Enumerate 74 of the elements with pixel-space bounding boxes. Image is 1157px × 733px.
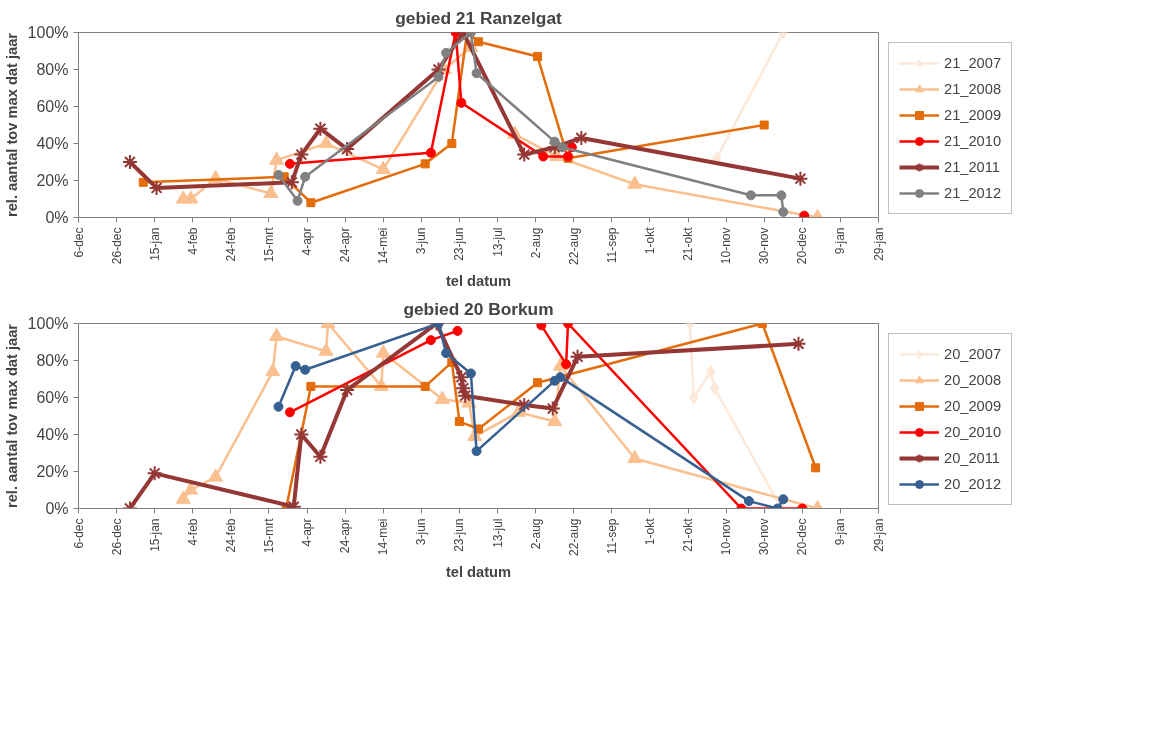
x-tick-label: 24-feb bbox=[223, 227, 238, 262]
x-tick-label: 1-okt bbox=[642, 517, 657, 546]
y-axis-title: rel. aantal tov max dat jaar bbox=[3, 323, 20, 509]
y-tick-label: 60% bbox=[36, 389, 69, 406]
x-tick-label: 13-jul bbox=[490, 227, 505, 257]
x-tick-label: 26-dec bbox=[109, 518, 124, 556]
chart-title: gebied 21 Ranzelgat bbox=[395, 7, 563, 28]
y-tick-label: 0% bbox=[45, 500, 69, 517]
x-tick-label: 3-jun bbox=[414, 518, 429, 546]
y-tick-label: 20% bbox=[36, 463, 69, 480]
x-tick-label: 11-sep bbox=[604, 227, 619, 264]
x-tick-label: 4-apr bbox=[300, 227, 315, 256]
x-tick-label: 23-jun bbox=[452, 227, 467, 261]
x-tick-label: 10-nov bbox=[719, 227, 734, 265]
x-tick-label: 15-jan bbox=[147, 227, 162, 261]
chart-title: gebied 20 Borkum bbox=[403, 298, 554, 319]
legend-label: 21_2009 bbox=[944, 107, 1002, 123]
y-tick-label: 0% bbox=[45, 209, 69, 226]
legend-label: 21_2010 bbox=[944, 133, 1002, 149]
y-tick-label: 100% bbox=[27, 24, 69, 41]
x-tick-label: 22-aug bbox=[566, 227, 581, 265]
legend-label: 20_2012 bbox=[944, 476, 1002, 492]
x-tick-label: 20-dec bbox=[795, 227, 810, 265]
x-tick-label: 24-feb bbox=[223, 518, 238, 553]
x-tick-label: 6-dec bbox=[71, 227, 86, 258]
x-tick-label: 30-nov bbox=[757, 227, 772, 265]
x-tick-label: 20-dec bbox=[795, 518, 810, 556]
x-tick-label: 11-sep bbox=[604, 518, 619, 555]
y-tick-label: 80% bbox=[36, 352, 69, 369]
x-axis-title: tel datum bbox=[445, 563, 512, 580]
x-axis-title: tel datum bbox=[445, 272, 512, 289]
x-tick-label: 15-jan bbox=[147, 518, 162, 552]
x-tick-label: 13-jul bbox=[490, 518, 505, 548]
x-tick-label: 29-jan bbox=[871, 227, 886, 261]
x-tick-label: 10-nov bbox=[719, 518, 734, 556]
x-tick-label: 15-mrt bbox=[261, 226, 276, 263]
y-tick-label: 80% bbox=[36, 61, 69, 78]
y-tick-label: 60% bbox=[36, 98, 69, 115]
legend-label: 20_2009 bbox=[944, 398, 1002, 414]
x-tick-label: 29-jan bbox=[871, 518, 886, 552]
legend-label: 20_2011 bbox=[944, 450, 1000, 466]
x-tick-label: 6-dec bbox=[71, 518, 86, 549]
x-tick-label: 21-okt bbox=[681, 226, 696, 261]
x-tick-label: 23-jun bbox=[452, 518, 467, 552]
x-tick-label: 9-jan bbox=[833, 227, 848, 255]
legend-label: 21_2007 bbox=[944, 55, 1002, 71]
legend-label: 20_2007 bbox=[944, 346, 1002, 362]
x-tick-label: 2-aug bbox=[528, 518, 543, 550]
legend-label: 20_2008 bbox=[944, 372, 1002, 388]
y-axis-title: rel. aantal tov max dat jaar bbox=[3, 32, 20, 218]
x-tick-label: 4-apr bbox=[300, 518, 315, 547]
x-tick-label: 3-jun bbox=[414, 227, 429, 255]
y-tick-label: 20% bbox=[36, 172, 69, 189]
x-tick-label: 14-mei bbox=[376, 518, 391, 556]
legend-label: 21_2012 bbox=[944, 185, 1002, 201]
x-tick-label: 2-aug bbox=[528, 227, 543, 259]
x-tick-label: 24-apr bbox=[338, 227, 353, 263]
x-tick-label: 24-apr bbox=[338, 518, 353, 554]
y-tick-label: 40% bbox=[36, 135, 69, 152]
x-tick-label: 26-dec bbox=[109, 227, 124, 265]
x-tick-label: 22-aug bbox=[566, 518, 581, 556]
x-tick-label: 1-okt bbox=[642, 226, 657, 255]
y-tick-label: 40% bbox=[36, 426, 69, 443]
legend-label: 21_2011 bbox=[944, 159, 1000, 175]
x-tick-label: 21-okt bbox=[681, 517, 696, 552]
x-tick-label: 14-mei bbox=[376, 227, 391, 265]
x-tick-label: 4-feb bbox=[185, 518, 200, 546]
legend-label: 20_2010 bbox=[944, 424, 1002, 440]
legend-label: 21_2008 bbox=[944, 81, 1002, 97]
x-tick-label: 9-jan bbox=[833, 518, 848, 546]
x-tick-label: 30-nov bbox=[757, 518, 772, 556]
x-tick-label: 4-feb bbox=[185, 227, 200, 255]
y-tick-label: 100% bbox=[27, 315, 69, 332]
x-tick-label: 15-mrt bbox=[261, 517, 276, 554]
